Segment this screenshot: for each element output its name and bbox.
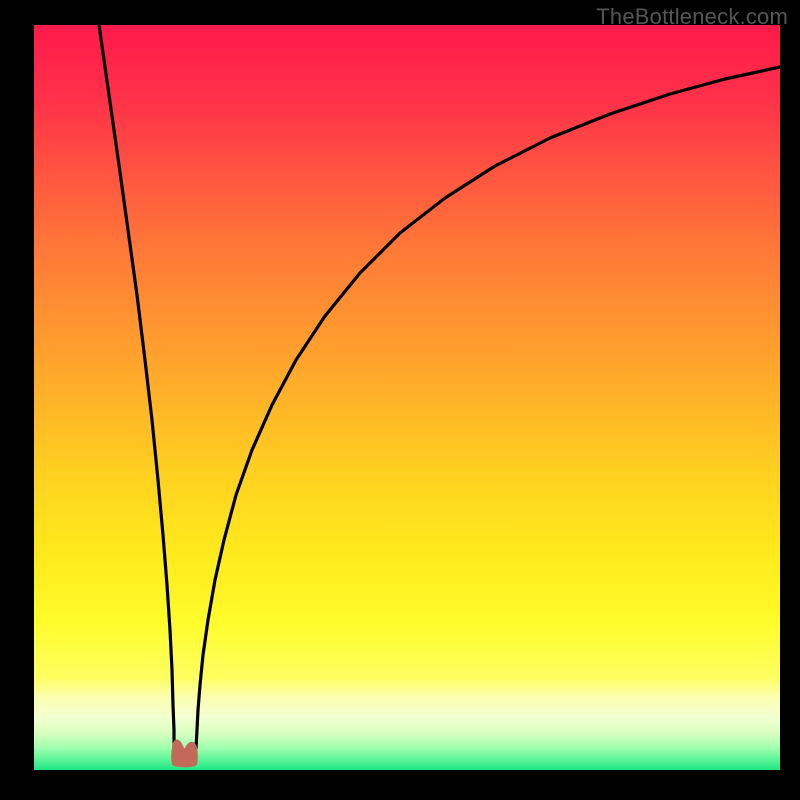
watermark-text: TheBottleneck.com bbox=[596, 4, 788, 30]
plot-svg bbox=[34, 25, 780, 770]
gradient-background bbox=[34, 25, 780, 770]
plot-area bbox=[34, 25, 780, 770]
chart-container: TheBottleneck.com bbox=[0, 0, 800, 800]
